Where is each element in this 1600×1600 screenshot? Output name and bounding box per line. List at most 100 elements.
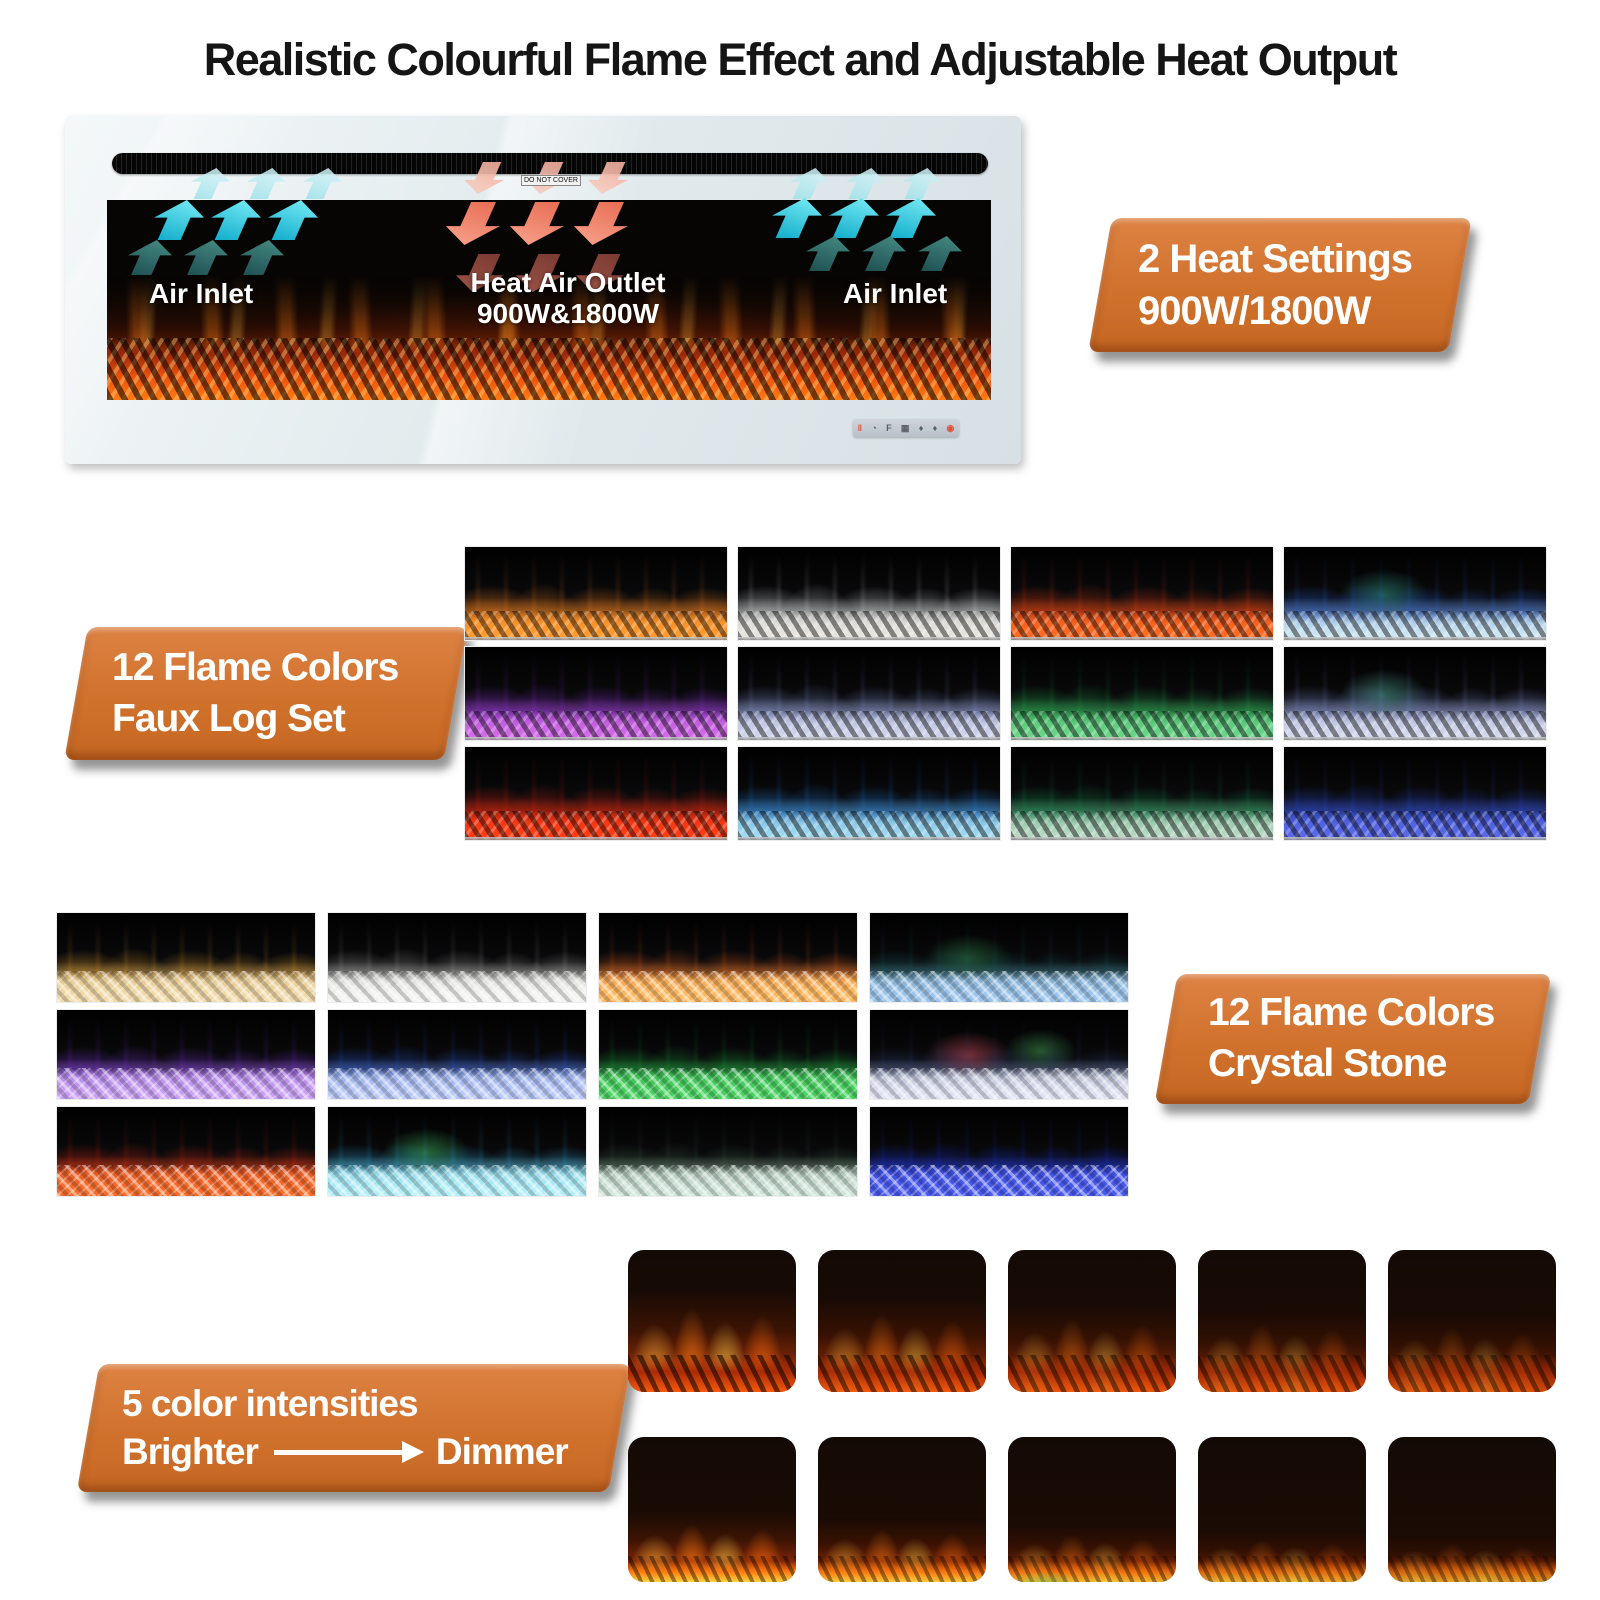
brighter-label: Brighter: [122, 1431, 258, 1472]
air-inlet-label-right: Air Inlet: [843, 278, 948, 309]
faux-log-cell-red-orange: [1010, 546, 1274, 641]
crystal-stone-cell-orange-fire: [598, 912, 858, 1003]
crystal-bed: [57, 970, 315, 1002]
intensity-tiles-row-1: [628, 1250, 1556, 1392]
ember-bed: [1198, 1355, 1366, 1392]
crystal-stone-cell-amber: [56, 912, 316, 1003]
log-bed: [1011, 711, 1273, 740]
crystal-bed: [57, 1164, 315, 1196]
log-bed: [738, 711, 1000, 740]
crystal-bed: [599, 1164, 857, 1196]
intensity-tile-low-flames-level-4: [1198, 1437, 1366, 1582]
heat-settings-badge: 2 Heat Settings 900W/1800W: [1088, 218, 1472, 352]
log-bed: [1011, 811, 1273, 840]
faux-log-flame-color-grid: [464, 546, 1547, 841]
faux-log-cell-orange: [464, 546, 728, 641]
ember-bed: [1388, 1555, 1556, 1582]
ember-bed: [1388, 1355, 1556, 1392]
crystal-bed: [599, 1067, 857, 1099]
flame-streaks: [738, 547, 1000, 622]
log-bed: [1284, 811, 1546, 840]
log-bed: [465, 611, 727, 640]
flame-streaks: [1284, 547, 1546, 622]
flame-streaks: [465, 647, 727, 722]
flame-streaks: [1011, 547, 1273, 622]
intensity-tile-low-flames-level-5: [1388, 1437, 1556, 1582]
ember-bed: [818, 1355, 986, 1392]
faux-log-cell-blue-teal: [1283, 546, 1547, 641]
faux-log-cell-lavender-teal: [1283, 646, 1547, 741]
badge-line: Faux Log Set: [112, 696, 345, 740]
badge-line: 900W/1800W: [1138, 289, 1371, 333]
crystal-bed: [599, 970, 857, 1002]
intensity-tile-mid-flames-level-1: [628, 1250, 796, 1392]
dimmer-label: Dimmer: [435, 1431, 568, 1472]
crystal-bed: [870, 970, 1128, 1002]
log-bed: [738, 811, 1000, 840]
wattage-label: 900W&1800W: [476, 298, 660, 329]
crystal-stone-cell-red: [56, 1106, 316, 1197]
flame-streaks: [465, 547, 727, 622]
ember-bed: [1198, 1555, 1366, 1582]
ember-bed: [628, 1555, 796, 1582]
faux-log-cell-cyan-blue: [737, 746, 1001, 841]
air-inlet-label-left: Air Inlet: [149, 278, 254, 309]
power-icon: ◉: [946, 422, 955, 433]
intensity-tile-mid-flames-level-2: [818, 1250, 986, 1392]
flame-streaks: [1011, 747, 1273, 822]
badge-line: 12 Flame Colors: [112, 645, 399, 689]
crystal-stone-cell-purple: [56, 1009, 316, 1100]
flame-effect-icon: F: [886, 422, 892, 433]
brighter-to-dimmer-arrow-icon: [273, 1449, 402, 1455]
flame-streaks: [465, 747, 727, 822]
timer-icon: ◔: [871, 422, 877, 433]
log-bed: [465, 711, 727, 740]
log-bed: [738, 611, 1000, 640]
intensity-tile-low-flames-level-1: [628, 1437, 796, 1582]
crystal-stone-cell-green: [598, 1009, 858, 1100]
crystal-bed: [57, 1067, 315, 1099]
flame-streaks: [1284, 647, 1546, 722]
faux-log-badge: 12 Flame Colors Faux Log Set: [64, 627, 468, 760]
crystal-bed: [870, 1164, 1128, 1196]
badge-line: 12 Flame Colors: [1208, 991, 1495, 1035]
crystal-stone-cell-navy-multicolor: [869, 1009, 1129, 1100]
heat-air-outlet-label: Heat Air Outlet: [470, 267, 666, 298]
touch-control-strip: ‖ ◔ F ▦ ♦ ♦ ◉: [853, 419, 959, 437]
log-bed: [1284, 711, 1546, 740]
page-title: Realistic Colourful Flame Effect and Adj…: [203, 34, 1398, 85]
flame-streaks: [738, 747, 1000, 822]
crystal-bed: [328, 1164, 586, 1196]
flame-streaks: [1284, 747, 1546, 822]
crystal-stone-cell-blue: [327, 1009, 587, 1100]
intensity-tile-low-flames-level-2: [818, 1437, 986, 1582]
flame-streaks: [1011, 647, 1273, 722]
faux-log-cell-indigo-blue: [1283, 746, 1547, 841]
intensity-tile-mid-flames-level-3: [1008, 1250, 1176, 1392]
badge-line: Crystal Stone: [1208, 1042, 1447, 1085]
faux-log-cell-white-silver: [737, 546, 1001, 641]
intensity-tiles-row-2: [628, 1437, 1556, 1582]
fireplace-product-photo: DO NOT COVER Air Inlet Heat Air Outlet 9…: [65, 116, 1021, 464]
log-bed: [1284, 611, 1546, 640]
faux-log-cell-steel-blue: [737, 646, 1001, 741]
crystal-stone-badge: 12 Flame Colors Crystal Stone: [1154, 974, 1552, 1104]
crystal-stone-cell-cyan: [327, 1106, 587, 1197]
log-ember-bed: [107, 338, 991, 400]
intensity-tile-low-flames-level-3: [1008, 1437, 1176, 1582]
badge-line: 5 color intensities: [122, 1382, 418, 1424]
ember-bed: [628, 1355, 796, 1392]
log-bed: [1011, 611, 1273, 640]
color-intensity-badge: 5 color intensities Brighter Dimmer: [76, 1364, 632, 1492]
ember-bed: [1008, 1355, 1176, 1392]
intensity-tile-mid-flames-level-4: [1198, 1250, 1366, 1392]
log-bed-icon: ▦: [900, 422, 910, 433]
do-not-cover-tag: DO NOT COVER: [521, 175, 581, 186]
badge-line: 2 Heat Settings: [1138, 237, 1412, 281]
crystal-stone-cell-dark-green: [598, 1106, 858, 1197]
crystal-bed: [328, 970, 586, 1002]
heat-level-icon: ‖: [857, 422, 863, 433]
ember-bed: [1008, 1555, 1176, 1582]
intensity-tile-mid-flames-level-5: [1388, 1250, 1556, 1392]
